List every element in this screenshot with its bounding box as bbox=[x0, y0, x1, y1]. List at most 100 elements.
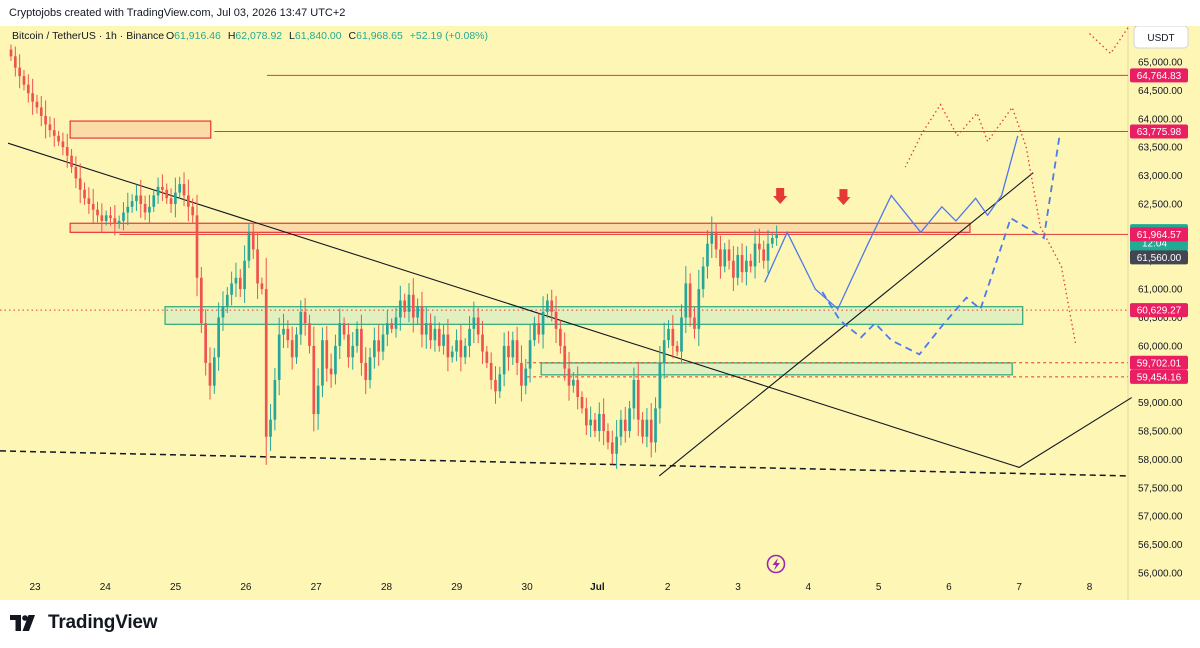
candle[interactable] bbox=[649, 403, 653, 458]
lightning-icon[interactable] bbox=[766, 554, 786, 574]
price-tag[interactable]: 61,560.00 bbox=[1130, 250, 1188, 265]
candle[interactable] bbox=[316, 368, 320, 430]
candle[interactable] bbox=[377, 324, 381, 366]
candle[interactable] bbox=[143, 195, 147, 220]
candle[interactable] bbox=[277, 317, 281, 396]
candle[interactable] bbox=[161, 174, 164, 202]
candle[interactable] bbox=[606, 423, 610, 450]
candle[interactable] bbox=[632, 367, 636, 420]
candle[interactable] bbox=[762, 240, 766, 269]
candle[interactable] bbox=[22, 69, 26, 91]
candle[interactable] bbox=[472, 301, 476, 344]
candle[interactable] bbox=[48, 116, 52, 138]
candle[interactable] bbox=[714, 222, 718, 259]
candle[interactable] bbox=[299, 300, 303, 345]
candle[interactable] bbox=[411, 278, 415, 333]
candle[interactable] bbox=[303, 297, 307, 336]
candle[interactable] bbox=[368, 347, 372, 389]
candle[interactable] bbox=[597, 402, 601, 442]
candle[interactable] bbox=[195, 194, 199, 297]
candle[interactable] bbox=[221, 291, 225, 331]
candle[interactable] bbox=[554, 296, 558, 344]
candle[interactable] bbox=[455, 329, 458, 362]
candle[interactable] bbox=[96, 201, 99, 223]
candle[interactable] bbox=[57, 130, 60, 146]
candle[interactable] bbox=[520, 345, 523, 402]
candle[interactable] bbox=[135, 184, 138, 211]
candle[interactable] bbox=[126, 192, 130, 226]
candle[interactable] bbox=[148, 194, 151, 224]
candle[interactable] bbox=[182, 172, 186, 207]
candle[interactable] bbox=[91, 188, 95, 224]
chart-area[interactable]: 65,000.00 64,500.00 64,000.00 63,500.00 63,0… bbox=[0, 26, 1200, 600]
candle[interactable] bbox=[507, 331, 510, 371]
candle[interactable] bbox=[645, 408, 649, 448]
candle[interactable] bbox=[312, 326, 316, 432]
candle[interactable] bbox=[567, 351, 571, 401]
candle[interactable] bbox=[26, 74, 30, 103]
candle[interactable] bbox=[437, 322, 441, 352]
candle[interactable] bbox=[675, 341, 679, 356]
candle[interactable] bbox=[572, 372, 575, 393]
candle[interactable] bbox=[524, 359, 528, 395]
candle[interactable] bbox=[745, 245, 748, 286]
candle[interactable] bbox=[654, 397, 657, 453]
candle[interactable] bbox=[199, 266, 203, 333]
candle[interactable] bbox=[204, 309, 208, 376]
candle[interactable] bbox=[247, 224, 251, 269]
candle[interactable] bbox=[31, 78, 34, 115]
support-zone[interactable] bbox=[540, 362, 1013, 376]
candle[interactable] bbox=[225, 287, 229, 314]
candle[interactable] bbox=[481, 320, 484, 364]
candle[interactable] bbox=[736, 246, 740, 286]
candle[interactable] bbox=[775, 225, 779, 246]
candle[interactable] bbox=[286, 320, 290, 349]
candle[interactable] bbox=[671, 315, 675, 359]
price-chart[interactable]: 65,000.00 64,500.00 64,000.00 63,500.00 63,0… bbox=[0, 26, 1200, 600]
candle[interactable] bbox=[515, 326, 519, 376]
candle[interactable] bbox=[615, 419, 618, 469]
candle[interactable] bbox=[546, 293, 549, 318]
candle[interactable] bbox=[662, 322, 666, 379]
candle[interactable] bbox=[758, 228, 761, 263]
candle[interactable] bbox=[139, 179, 143, 218]
candle[interactable] bbox=[710, 216, 714, 258]
candle[interactable] bbox=[174, 177, 177, 218]
candle[interactable] bbox=[580, 391, 584, 414]
candle[interactable] bbox=[398, 285, 402, 331]
candle[interactable] bbox=[390, 318, 394, 334]
candle[interactable] bbox=[727, 239, 731, 270]
candle[interactable] bbox=[403, 293, 406, 318]
candle[interactable] bbox=[83, 182, 86, 205]
candle[interactable] bbox=[476, 307, 480, 344]
candle[interactable] bbox=[706, 230, 709, 279]
candle[interactable] bbox=[424, 307, 428, 349]
candle[interactable] bbox=[602, 398, 605, 446]
candle[interactable] bbox=[109, 206, 112, 226]
candle[interactable] bbox=[498, 366, 502, 399]
candle[interactable] bbox=[355, 321, 359, 353]
candle[interactable] bbox=[169, 188, 173, 213]
projection-path-dashed[interactable] bbox=[821, 132, 1061, 356]
candle[interactable] bbox=[273, 367, 277, 431]
projection-path-solid[interactable] bbox=[764, 135, 1019, 311]
candle[interactable] bbox=[589, 406, 592, 438]
candle[interactable] bbox=[753, 230, 757, 279]
price-tag[interactable]: 59,702.01 bbox=[1130, 355, 1188, 370]
candle[interactable] bbox=[212, 347, 216, 394]
candle[interactable] bbox=[420, 291, 424, 348]
candle[interactable] bbox=[732, 246, 735, 291]
candle[interactable] bbox=[52, 118, 56, 147]
candle[interactable] bbox=[723, 242, 727, 273]
candle[interactable] bbox=[178, 176, 182, 200]
candle[interactable] bbox=[416, 298, 419, 325]
candle[interactable] bbox=[619, 410, 623, 446]
candle[interactable] bbox=[680, 304, 683, 364]
arrow-down-icon[interactable] bbox=[836, 189, 851, 206]
candle[interactable] bbox=[463, 338, 467, 365]
candle[interactable] bbox=[766, 230, 770, 274]
candle[interactable] bbox=[44, 100, 47, 139]
candle[interactable] bbox=[61, 132, 65, 156]
candle[interactable] bbox=[100, 203, 104, 232]
candle[interactable] bbox=[740, 243, 744, 283]
